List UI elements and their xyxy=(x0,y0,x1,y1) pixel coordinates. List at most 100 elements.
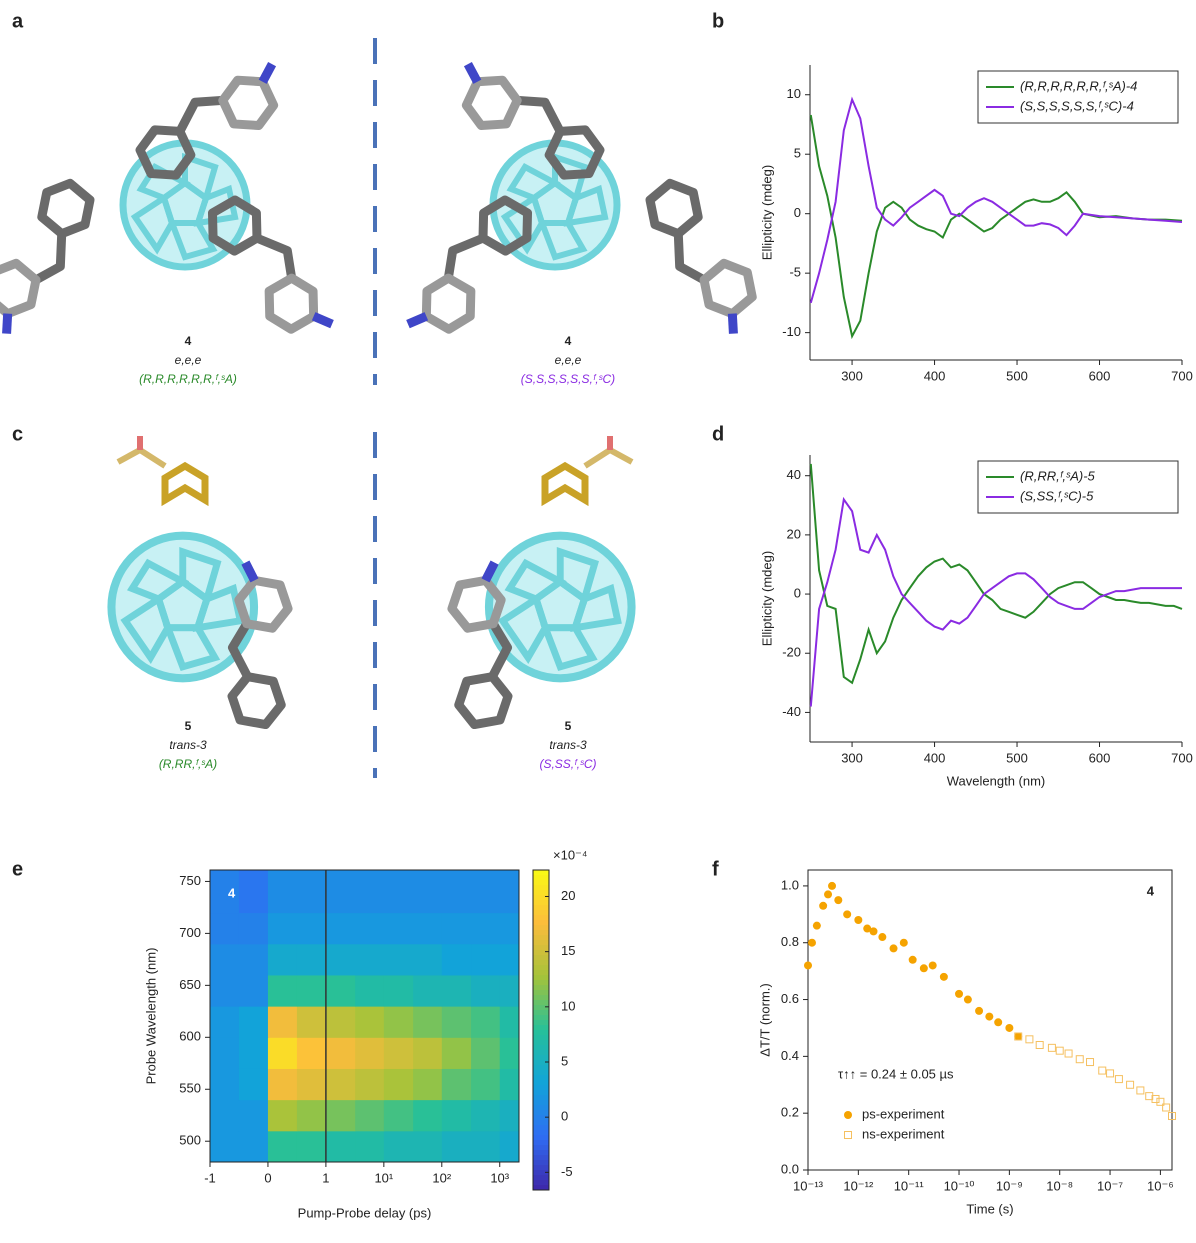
heatmap-cell xyxy=(296,1130,327,1163)
data-point xyxy=(1014,1032,1023,1041)
y-tick-label: 700 xyxy=(179,925,201,940)
colorbar-tick-label: 0 xyxy=(561,1109,568,1124)
y-tick-label: 0.2 xyxy=(781,1105,799,1120)
colorbar-band xyxy=(533,1030,549,1036)
data-point xyxy=(975,1006,984,1015)
heatmap-cell xyxy=(413,1130,443,1163)
y-axis-label: Ellipticity (mdeg) xyxy=(759,165,774,260)
data-point xyxy=(1025,1035,1034,1044)
colorbar-band xyxy=(533,1125,549,1131)
data-point xyxy=(819,901,828,910)
heatmap-cell xyxy=(383,1130,414,1163)
y-tick-label: 600 xyxy=(179,1029,201,1044)
y-tick-label: 0.8 xyxy=(781,934,799,949)
heatmap-cell xyxy=(325,974,356,1007)
colorbar-band xyxy=(533,905,549,911)
x-tick-label: 10⁻⁷ xyxy=(1097,1178,1123,1193)
data-line xyxy=(809,114,1183,340)
data-point xyxy=(955,989,964,998)
heatmap-cell xyxy=(413,943,443,976)
heatmap-cell xyxy=(210,870,240,914)
heatmap-cell xyxy=(296,1037,327,1069)
heatmap-cell xyxy=(441,1130,472,1163)
heatmap-cell xyxy=(296,1006,327,1038)
heatmap-cell xyxy=(296,974,327,1007)
data-point xyxy=(1055,1046,1064,1055)
x-tick-label: 600 xyxy=(1089,750,1111,765)
heatmap-cell xyxy=(441,943,472,976)
y-tick-label: 0 xyxy=(794,205,801,220)
colorbar-band xyxy=(533,1180,549,1186)
heatmap-cell xyxy=(355,870,385,914)
x-tick-label: 600 xyxy=(1089,368,1111,383)
x-tick-label: 10⁻⁶ xyxy=(1147,1178,1174,1193)
colorbar-frame xyxy=(532,869,550,1191)
data-point xyxy=(889,944,898,953)
y-tick-label: 750 xyxy=(179,873,201,888)
heatmap-cell xyxy=(355,943,385,976)
heatmap-cell xyxy=(355,974,385,1007)
heatmap-cell xyxy=(325,1006,356,1038)
data-point xyxy=(1145,1092,1154,1101)
compound-number: 4 xyxy=(185,334,192,348)
colorbar-band xyxy=(533,1110,549,1116)
compound-number: 5 xyxy=(185,719,192,733)
colorbar-band xyxy=(533,1120,549,1126)
molecule-structure xyxy=(408,64,779,354)
heatmap-cell xyxy=(471,974,501,1007)
heatmap-cell xyxy=(238,912,269,945)
legend-box xyxy=(977,70,1179,124)
panel-label: f xyxy=(712,858,719,880)
compound-number: 5 xyxy=(565,719,572,733)
heatmap-cell xyxy=(296,870,327,914)
data-point xyxy=(1151,1094,1160,1103)
x-tick-label: 0 xyxy=(264,1170,271,1185)
heatmap-cell xyxy=(383,974,414,1007)
heatmap-cell xyxy=(210,1006,240,1038)
heatmap-cell xyxy=(471,1099,501,1132)
heatmap-cell xyxy=(267,1068,298,1101)
colorbar-tick-label: 5 xyxy=(561,1053,568,1068)
y-axis-label: ΔT/T (norm.) xyxy=(757,983,772,1056)
heatmap-cell xyxy=(210,1099,240,1132)
data-point xyxy=(939,972,948,981)
colorbar-band xyxy=(533,995,549,1001)
colorbar-band xyxy=(533,985,549,991)
data-point xyxy=(1156,1097,1165,1106)
colorbar-band xyxy=(533,1000,549,1006)
y-tick-label: 650 xyxy=(179,977,201,992)
conformation: trans-3 xyxy=(549,738,587,752)
colorbar-band xyxy=(533,915,549,921)
colorbar-band xyxy=(533,1065,549,1071)
conformation: trans-3 xyxy=(169,738,207,752)
heatmap-cell xyxy=(267,1099,298,1132)
data-point xyxy=(1114,1075,1123,1084)
heatmap-cell xyxy=(383,1068,414,1101)
y-tick-label: -40 xyxy=(782,704,801,719)
heatmap-cell xyxy=(471,1037,501,1069)
heatmap-cell xyxy=(210,912,240,945)
molecule-structure xyxy=(0,64,332,354)
heatmap-cell xyxy=(441,1099,472,1132)
heatmap-cell xyxy=(383,1099,414,1132)
heatmap-cell xyxy=(499,870,520,914)
heatmap-cell xyxy=(325,870,356,914)
colorbar-band xyxy=(533,1115,549,1121)
legend-label: (R,R,R,R,R,R,ᶠ,ˢA)-4 xyxy=(1020,78,1137,93)
data-point xyxy=(878,933,887,942)
heatmap-cell xyxy=(296,912,327,945)
colorbar-band xyxy=(533,1055,549,1061)
heatmap-cell xyxy=(238,1130,269,1163)
x-tick-label: 500 xyxy=(1006,368,1028,383)
panel-label: d xyxy=(712,423,724,445)
colorbar-tick-label: 20 xyxy=(561,888,575,903)
colorbar-band xyxy=(533,1005,549,1011)
colorbar-band xyxy=(533,925,549,931)
colorbar-band xyxy=(533,930,549,936)
heatmap-cell xyxy=(267,943,298,976)
colorbar-band xyxy=(533,1150,549,1156)
colorbar-band xyxy=(533,975,549,981)
y-tick-label: 0 xyxy=(794,585,801,600)
colorbar-band xyxy=(533,965,549,971)
heatmap-cell xyxy=(238,1099,269,1132)
